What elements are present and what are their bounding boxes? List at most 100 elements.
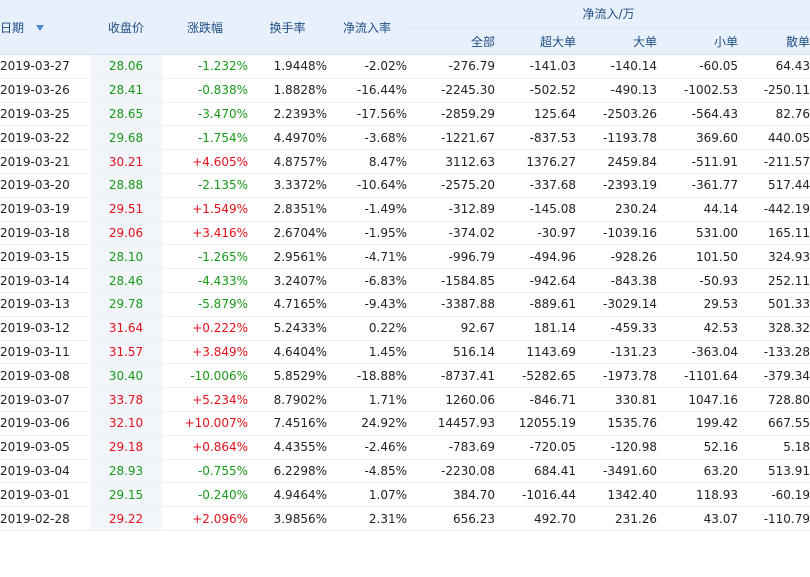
- cell-all: 384.70: [407, 482, 495, 508]
- cell-net-rate: -17.56%: [327, 102, 407, 127]
- col-header-change[interactable]: 涨跌幅: [162, 0, 248, 55]
- table-row: 2019-03-18 29.06 +3.416% 2.6704% -1.95% -374.…: [0, 221, 810, 246]
- cell-turnover: 6.2298%: [248, 459, 327, 484]
- cell-retail: 513.91: [738, 459, 810, 484]
- cell-close: 29.15: [90, 482, 162, 508]
- cell-turnover: 1.8828%: [248, 78, 327, 103]
- cell-turnover: 2.2393%: [248, 102, 327, 127]
- cell-all: -783.69: [407, 435, 495, 460]
- cell-close: 30.21: [90, 149, 162, 174]
- cell-net-rate: 8.47%: [327, 149, 407, 174]
- cell-date: 2019-03-20: [0, 173, 90, 198]
- table-row: 2019-03-01 29.15 -0.240% 4.9464% 1.07% 384.70…: [0, 482, 810, 508]
- cell-change: +10.007%: [162, 411, 248, 436]
- cell-all: -1584.85: [407, 268, 495, 293]
- cell-small: -361.77: [657, 173, 738, 198]
- cell-super-large: -30.97: [495, 221, 576, 246]
- cell-all: -276.79: [407, 54, 495, 79]
- cell-turnover: 5.8529%: [248, 363, 327, 389]
- col-header-date[interactable]: 日期: [0, 0, 90, 55]
- cell-super-large: -837.53: [495, 125, 576, 151]
- cell-small: -363.04: [657, 340, 738, 365]
- col-header-small[interactable]: 小单: [657, 27, 738, 55]
- cell-small: 199.42: [657, 411, 738, 436]
- cell-large: -1973.78: [576, 363, 657, 389]
- cell-close: 28.41: [90, 78, 162, 103]
- table-row: 2019-03-07 33.78 +5.234% 8.7902% 1.71% 1260.0…: [0, 387, 810, 412]
- table-row: 2019-03-25 28.65 -3.470% 2.2393% -17.56% -285…: [0, 102, 810, 127]
- cell-close: 29.78: [90, 292, 162, 317]
- cell-all: 516.14: [407, 340, 495, 365]
- table-row: 2019-03-19 29.51 +1.549% 2.8351% -1.49% -312.…: [0, 197, 810, 222]
- cell-date: 2019-03-18: [0, 221, 90, 246]
- cell-small: 101.50: [657, 244, 738, 270]
- sort-down-icon[interactable]: [36, 25, 45, 31]
- col-header-super-large[interactable]: 超大单: [495, 27, 576, 55]
- cell-small: 43.07: [657, 506, 738, 531]
- cell-large: -131.23: [576, 340, 657, 365]
- cell-small: 118.93: [657, 482, 738, 508]
- cell-all: -374.02: [407, 221, 495, 246]
- cell-small: 531.00: [657, 221, 738, 246]
- cell-retail: 64.43: [738, 54, 810, 79]
- cell-net-rate: 0.22%: [327, 316, 407, 341]
- cell-retail: 501.33: [738, 292, 810, 317]
- cell-close: 28.46: [90, 268, 162, 293]
- cell-close: 31.64: [90, 316, 162, 341]
- cell-close: 29.22: [90, 506, 162, 531]
- col-header-close[interactable]: 收盘价: [90, 0, 162, 55]
- cell-super-large: -846.71: [495, 387, 576, 412]
- cell-net-rate: 1.45%: [327, 340, 407, 365]
- col-header-retail[interactable]: 散单: [738, 27, 810, 55]
- cell-net-rate: -3.68%: [327, 125, 407, 151]
- cell-date: 2019-03-15: [0, 244, 90, 270]
- cell-large: -2503.26: [576, 102, 657, 127]
- cell-super-large: 1376.27: [495, 149, 576, 174]
- cell-net-rate: -4.85%: [327, 459, 407, 484]
- cell-retail: -379.34: [738, 363, 810, 389]
- cell-super-large: 125.64: [495, 102, 576, 127]
- cell-large: -3491.60: [576, 459, 657, 484]
- cell-date: 2019-03-08: [0, 363, 90, 389]
- cell-date: 2019-03-04: [0, 459, 90, 484]
- cell-retail: -110.79: [738, 506, 810, 531]
- cell-net-rate: -2.02%: [327, 54, 407, 79]
- cell-turnover: 4.4970%: [248, 125, 327, 151]
- cell-turnover: 4.6404%: [248, 340, 327, 365]
- cell-super-large: -145.08: [495, 197, 576, 222]
- cell-turnover: 3.9856%: [248, 506, 327, 531]
- table-row: 2019-02-28 29.22 +2.096% 3.9856% 2.31% 656.23…: [0, 506, 810, 531]
- cell-close: 29.06: [90, 221, 162, 246]
- cell-all: -1221.67: [407, 125, 495, 151]
- cell-large: -140.14: [576, 54, 657, 79]
- cell-small: 1047.16: [657, 387, 738, 412]
- cell-turnover: 3.2407%: [248, 268, 327, 293]
- cell-turnover: 3.3372%: [248, 173, 327, 198]
- cell-super-large: -5282.65: [495, 363, 576, 389]
- cell-retail: 667.55: [738, 411, 810, 436]
- cell-date: 2019-03-05: [0, 435, 90, 460]
- col-header-turnover[interactable]: 换手率: [248, 0, 327, 55]
- cell-change: -10.006%: [162, 363, 248, 389]
- cell-all: -996.79: [407, 244, 495, 270]
- cell-all: 92.67: [407, 316, 495, 341]
- cell-change: -0.838%: [162, 78, 248, 103]
- cell-close: 28.10: [90, 244, 162, 270]
- col-header-all[interactable]: 全部: [407, 27, 495, 55]
- cell-turnover: 8.7902%: [248, 387, 327, 412]
- cell-small: 369.60: [657, 125, 738, 151]
- cell-all: -2245.30: [407, 78, 495, 103]
- cell-small: 63.20: [657, 459, 738, 484]
- col-header-net-rate[interactable]: 净流入率: [327, 0, 407, 55]
- cell-all: -3387.88: [407, 292, 495, 317]
- cell-large: -490.13: [576, 78, 657, 103]
- cell-close: 32.10: [90, 411, 162, 436]
- cell-date: 2019-03-06: [0, 411, 90, 436]
- cell-large: -120.98: [576, 435, 657, 460]
- cell-small: -1101.64: [657, 363, 738, 389]
- cell-retail: -442.19: [738, 197, 810, 222]
- cell-net-rate: -18.88%: [327, 363, 407, 389]
- cell-close: 29.51: [90, 197, 162, 222]
- cell-net-rate: -16.44%: [327, 78, 407, 103]
- col-header-large[interactable]: 大单: [576, 27, 657, 55]
